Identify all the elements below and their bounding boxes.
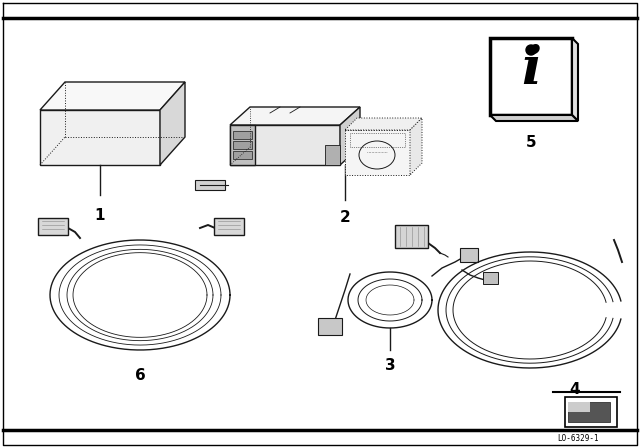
Polygon shape bbox=[40, 110, 160, 165]
Polygon shape bbox=[160, 82, 185, 165]
Polygon shape bbox=[568, 402, 610, 422]
Text: i: i bbox=[521, 44, 541, 95]
Polygon shape bbox=[410, 118, 422, 175]
Polygon shape bbox=[483, 272, 498, 284]
Polygon shape bbox=[572, 38, 578, 121]
Polygon shape bbox=[230, 125, 255, 165]
Polygon shape bbox=[490, 115, 578, 121]
Text: 3: 3 bbox=[385, 358, 396, 373]
Polygon shape bbox=[340, 107, 360, 165]
Polygon shape bbox=[195, 180, 225, 190]
Polygon shape bbox=[325, 145, 340, 165]
Polygon shape bbox=[40, 82, 185, 110]
Polygon shape bbox=[395, 225, 428, 248]
Ellipse shape bbox=[526, 45, 536, 55]
Text: 6: 6 bbox=[134, 368, 145, 383]
Polygon shape bbox=[568, 402, 590, 412]
Text: LO-6329-1: LO-6329-1 bbox=[557, 434, 598, 443]
Polygon shape bbox=[214, 218, 244, 235]
Text: 4: 4 bbox=[570, 382, 580, 397]
Polygon shape bbox=[345, 130, 410, 175]
Polygon shape bbox=[460, 248, 478, 262]
Text: 1: 1 bbox=[95, 208, 105, 223]
Text: 5: 5 bbox=[525, 135, 536, 150]
Polygon shape bbox=[565, 397, 617, 427]
Polygon shape bbox=[490, 38, 572, 115]
Text: 2: 2 bbox=[340, 210, 350, 225]
Polygon shape bbox=[233, 131, 252, 139]
Polygon shape bbox=[345, 118, 422, 130]
Polygon shape bbox=[318, 318, 342, 335]
Polygon shape bbox=[233, 141, 252, 149]
Polygon shape bbox=[38, 218, 68, 235]
Polygon shape bbox=[230, 125, 340, 165]
Polygon shape bbox=[233, 151, 252, 159]
Polygon shape bbox=[230, 107, 360, 125]
